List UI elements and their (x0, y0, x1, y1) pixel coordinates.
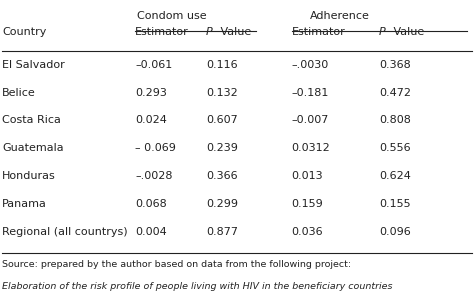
Text: 0.132: 0.132 (206, 88, 238, 97)
Text: Condom use: Condom use (137, 11, 206, 21)
Text: 0.004: 0.004 (135, 227, 167, 237)
Text: 0.368: 0.368 (379, 60, 411, 70)
Text: 0.155: 0.155 (379, 199, 411, 209)
Text: Source: prepared by the author based on data from the following project:: Source: prepared by the author based on … (2, 260, 352, 269)
Text: P: P (206, 28, 213, 37)
Text: 0.877: 0.877 (206, 227, 238, 237)
Text: 0.472: 0.472 (379, 88, 411, 97)
Text: 0.607: 0.607 (206, 115, 238, 125)
Text: 0.116: 0.116 (206, 60, 238, 70)
Text: 0.024: 0.024 (135, 115, 167, 125)
Text: 0.366: 0.366 (206, 171, 238, 181)
Text: Belice: Belice (2, 88, 36, 97)
Text: 0.239: 0.239 (206, 143, 238, 153)
Text: 0.068: 0.068 (135, 199, 167, 209)
Text: Regional (all countrys): Regional (all countrys) (2, 227, 128, 237)
Text: Honduras: Honduras (2, 171, 56, 181)
Text: 0.096: 0.096 (379, 227, 411, 237)
Text: Adherence: Adherence (310, 11, 370, 21)
Text: Value: Value (217, 28, 251, 37)
Text: Estimator: Estimator (292, 28, 345, 37)
Text: Panama: Panama (2, 199, 47, 209)
Text: 0.293: 0.293 (135, 88, 167, 97)
Text: 0.808: 0.808 (379, 115, 411, 125)
Text: 0.0312: 0.0312 (292, 143, 330, 153)
Text: 0.159: 0.159 (292, 199, 323, 209)
Text: –.0030: –.0030 (292, 60, 329, 70)
Text: Country: Country (2, 28, 47, 37)
Text: Guatemala: Guatemala (2, 143, 64, 153)
Text: 0.013: 0.013 (292, 171, 323, 181)
Text: Value: Value (390, 28, 424, 37)
Text: P: P (379, 28, 386, 37)
Text: –0.181: –0.181 (292, 88, 329, 97)
Text: 0.036: 0.036 (292, 227, 323, 237)
Text: El Salvador: El Salvador (2, 60, 65, 70)
Text: – 0.069: – 0.069 (135, 143, 176, 153)
Text: 0.624: 0.624 (379, 171, 411, 181)
Text: –0.007: –0.007 (292, 115, 329, 125)
Text: Estimator: Estimator (135, 28, 189, 37)
Text: 0.556: 0.556 (379, 143, 411, 153)
Text: –0.061: –0.061 (135, 60, 173, 70)
Text: –.0028: –.0028 (135, 171, 173, 181)
Text: Elaboration of the risk profile of people living with HIV in the beneficiary cou: Elaboration of the risk profile of peopl… (2, 282, 393, 291)
Text: 0.299: 0.299 (206, 199, 238, 209)
Text: Costa Rica: Costa Rica (2, 115, 61, 125)
